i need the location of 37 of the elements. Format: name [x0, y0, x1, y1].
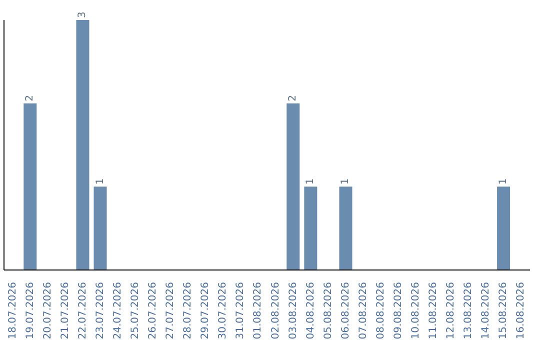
x-tick-label: 02.08.2026 — [270, 282, 282, 340]
data-label: 2 — [288, 94, 299, 102]
x-tick-label: 27.07.2026 — [165, 282, 176, 340]
data-label: 1 — [94, 178, 106, 185]
data-label: 1 — [305, 178, 316, 185]
x-tick-label: 25.07.2026 — [130, 282, 141, 340]
data-label: 1 — [498, 178, 510, 185]
data-label: 1 — [340, 178, 352, 185]
x-tick-label: 26.07.2026 — [148, 282, 159, 340]
x-tick-label: 15.08.2026 — [498, 282, 510, 340]
x-tick-label: 06.08.2026 — [340, 282, 352, 340]
x-tick-label: 21.07.2026 — [60, 282, 71, 340]
x-tick-label: 24.07.2026 — [112, 282, 124, 340]
x-tick-label: 29.07.2026 — [200, 282, 212, 340]
x-tick-label: 09.08.2026 — [393, 282, 404, 340]
x-tick-label: 14.08.2026 — [480, 282, 492, 340]
x-tick-label: 20.07.2026 — [42, 282, 54, 340]
x-tick-label: 12.08.2026 — [446, 282, 457, 340]
x-tick-label: 18.07.2026 — [7, 282, 18, 340]
x-tick-label: 22.07.2026 — [77, 282, 88, 340]
x-tick-label: 16.08.2026 — [516, 282, 527, 340]
x-tick-label: 30.07.2026 — [218, 282, 229, 340]
x-tick-label: 10.08.2026 — [410, 282, 422, 340]
x-tick-label: 07.08.2026 — [358, 282, 369, 340]
x-tick-label: 04.08.2026 — [305, 282, 316, 340]
data-label: 3 — [77, 12, 88, 18]
x-tick-label: 23.07.2026 — [94, 282, 106, 340]
x-tick-label: 08.08.2026 — [375, 282, 386, 340]
x-tick-label: 28.07.2026 — [182, 282, 194, 340]
x-tick-label: 01.08.2026 — [252, 282, 264, 340]
x-tick-label: 19.07.2026 — [24, 282, 36, 340]
x-tick-label: 03.08.2026 — [288, 282, 299, 340]
data-label: 2 — [24, 94, 36, 102]
x-tick-label: 13.08.2026 — [463, 282, 474, 340]
x-tick-label: 31.07.2026 — [235, 282, 246, 340]
x-tick-label: 11.08.2026 — [428, 282, 440, 340]
x-tick-label: 05.08.2026 — [322, 282, 334, 340]
